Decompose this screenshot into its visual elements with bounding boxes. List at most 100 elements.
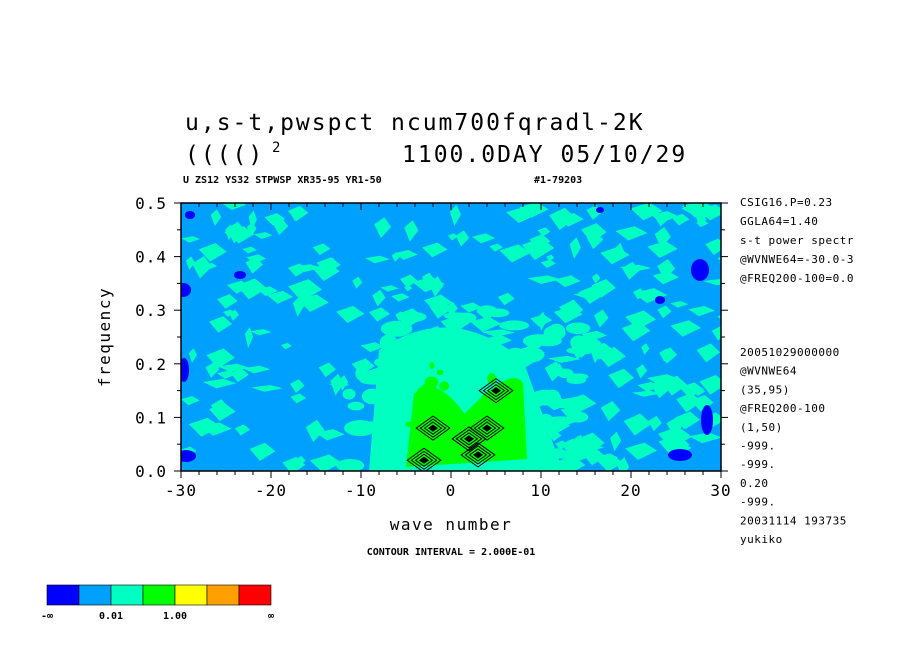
aqua-patch bbox=[666, 417, 684, 435]
contour-line bbox=[423, 421, 443, 435]
aqua-patch bbox=[652, 271, 679, 285]
aqua-patch bbox=[549, 207, 576, 230]
aqua-patch bbox=[499, 320, 530, 331]
aqua-patch bbox=[422, 242, 448, 258]
aqua-patch bbox=[632, 390, 661, 397]
aqua-patch bbox=[389, 384, 417, 399]
contour-line bbox=[419, 418, 447, 438]
contour-line bbox=[482, 380, 510, 401]
aqua-patch bbox=[617, 457, 630, 471]
side-info-line: 20051029000000 bbox=[740, 346, 840, 359]
contour-line bbox=[414, 453, 434, 467]
aqua-patch bbox=[615, 226, 648, 241]
plot-area: -30 -20 -10 0 10 20 30 0.0 0.1 0.2 0.3 0.4 0.5 bbox=[135, 194, 731, 500]
side-info-line: @FREQ200-100 bbox=[740, 402, 825, 415]
aqua-patch bbox=[688, 432, 721, 444]
aqua-patch bbox=[654, 227, 671, 249]
aqua-patch bbox=[699, 374, 721, 395]
colorbar: -∞ 0.01 1.00 ∞ bbox=[41, 584, 274, 622]
aqua-patch bbox=[365, 255, 390, 264]
aqua-patch bbox=[696, 343, 721, 363]
aqua-patch bbox=[295, 456, 306, 466]
aqua-patch bbox=[428, 276, 444, 297]
colorbar-label: 0.01 bbox=[99, 611, 123, 622]
heatmap-field bbox=[181, 203, 721, 471]
aqua-patch bbox=[637, 381, 661, 392]
aqua-patch bbox=[379, 334, 398, 351]
aqua-patch bbox=[360, 342, 385, 353]
aqua-patch bbox=[687, 384, 700, 397]
aqua-patch bbox=[545, 416, 576, 425]
x-tick-label: 30 bbox=[710, 481, 731, 500]
aqua-patch bbox=[309, 454, 342, 471]
dark-blue-spot bbox=[181, 450, 196, 462]
aqua-patch bbox=[681, 205, 713, 216]
contour-peak bbox=[420, 457, 428, 464]
aqua-patch bbox=[245, 256, 263, 274]
aqua-patch bbox=[290, 206, 303, 222]
green-patch bbox=[518, 395, 524, 404]
side-info-line: @WVNWE64 bbox=[740, 365, 797, 378]
contour-peak bbox=[483, 425, 491, 432]
aqua-patch bbox=[445, 302, 458, 317]
aqua-patch bbox=[537, 227, 551, 237]
aqua-patch bbox=[548, 355, 581, 363]
chart-title-line1: u,s-t,pwspct ncum700fqradl-2K bbox=[185, 110, 645, 136]
dark-blue-spot bbox=[691, 259, 709, 281]
dark-blue-spot bbox=[185, 211, 195, 219]
aqua-patch bbox=[489, 243, 503, 252]
aqua-patch bbox=[368, 307, 390, 322]
aqua-patch bbox=[600, 401, 621, 422]
y-tick-label: 0.5 bbox=[135, 194, 167, 213]
aqua-patch bbox=[522, 431, 549, 444]
aqua-patch bbox=[188, 348, 197, 363]
aqua-patch bbox=[619, 264, 652, 272]
aqua-patch bbox=[200, 422, 232, 436]
aqua-patch bbox=[305, 419, 325, 443]
aqua-patch bbox=[481, 329, 516, 337]
colorbar-label: -∞ bbox=[41, 611, 53, 622]
contour-line bbox=[473, 418, 501, 438]
aqua-patch bbox=[544, 361, 564, 382]
contour-line bbox=[406, 447, 442, 471]
aqua-patch bbox=[338, 375, 349, 391]
side-info-line: 20031114 193735 bbox=[740, 514, 847, 527]
side-info-line: @FREQ200-100=0.0 bbox=[740, 272, 854, 285]
aqua-patch bbox=[202, 378, 237, 389]
contour-line bbox=[415, 415, 451, 441]
aqua-patch bbox=[544, 389, 560, 402]
aqua-patch bbox=[694, 206, 707, 227]
aqua-patch bbox=[210, 399, 229, 417]
aqua-patch bbox=[659, 348, 672, 362]
y-tick-label: 0.2 bbox=[135, 355, 167, 374]
aqua-patch bbox=[560, 406, 577, 417]
aqua-patch bbox=[230, 368, 249, 383]
aqua-patch bbox=[594, 309, 609, 328]
contour-line bbox=[464, 445, 492, 465]
x-tick-label: 0 bbox=[446, 481, 457, 500]
aqua-patch bbox=[497, 292, 515, 306]
aqua-patch bbox=[654, 211, 670, 227]
contour-peak bbox=[492, 387, 500, 394]
aqua-patch bbox=[449, 322, 463, 331]
aqua-patch bbox=[657, 305, 672, 319]
x-tick-label: 20 bbox=[620, 481, 641, 500]
aqua-patch bbox=[565, 322, 591, 335]
aqua-patch bbox=[361, 388, 383, 405]
aqua-patch bbox=[436, 346, 459, 356]
aqua-patch bbox=[633, 288, 668, 304]
aqua-patch bbox=[226, 221, 246, 244]
colorbar-swatch bbox=[238, 584, 272, 606]
aqua-patch bbox=[290, 379, 305, 393]
side-info-line: s-t power spectr bbox=[740, 234, 854, 247]
colorbar-label: ∞ bbox=[268, 611, 274, 622]
y-tick-label: 0.3 bbox=[135, 301, 167, 320]
y-tick-label: 0.4 bbox=[135, 248, 167, 267]
aqua-patch bbox=[315, 429, 345, 441]
y-tick-label: 0.0 bbox=[135, 462, 167, 481]
green-patch bbox=[429, 361, 435, 370]
aqua-patch bbox=[566, 346, 596, 355]
aqua-patch bbox=[374, 358, 387, 367]
contour-line bbox=[460, 442, 496, 468]
contour-line bbox=[469, 415, 505, 441]
